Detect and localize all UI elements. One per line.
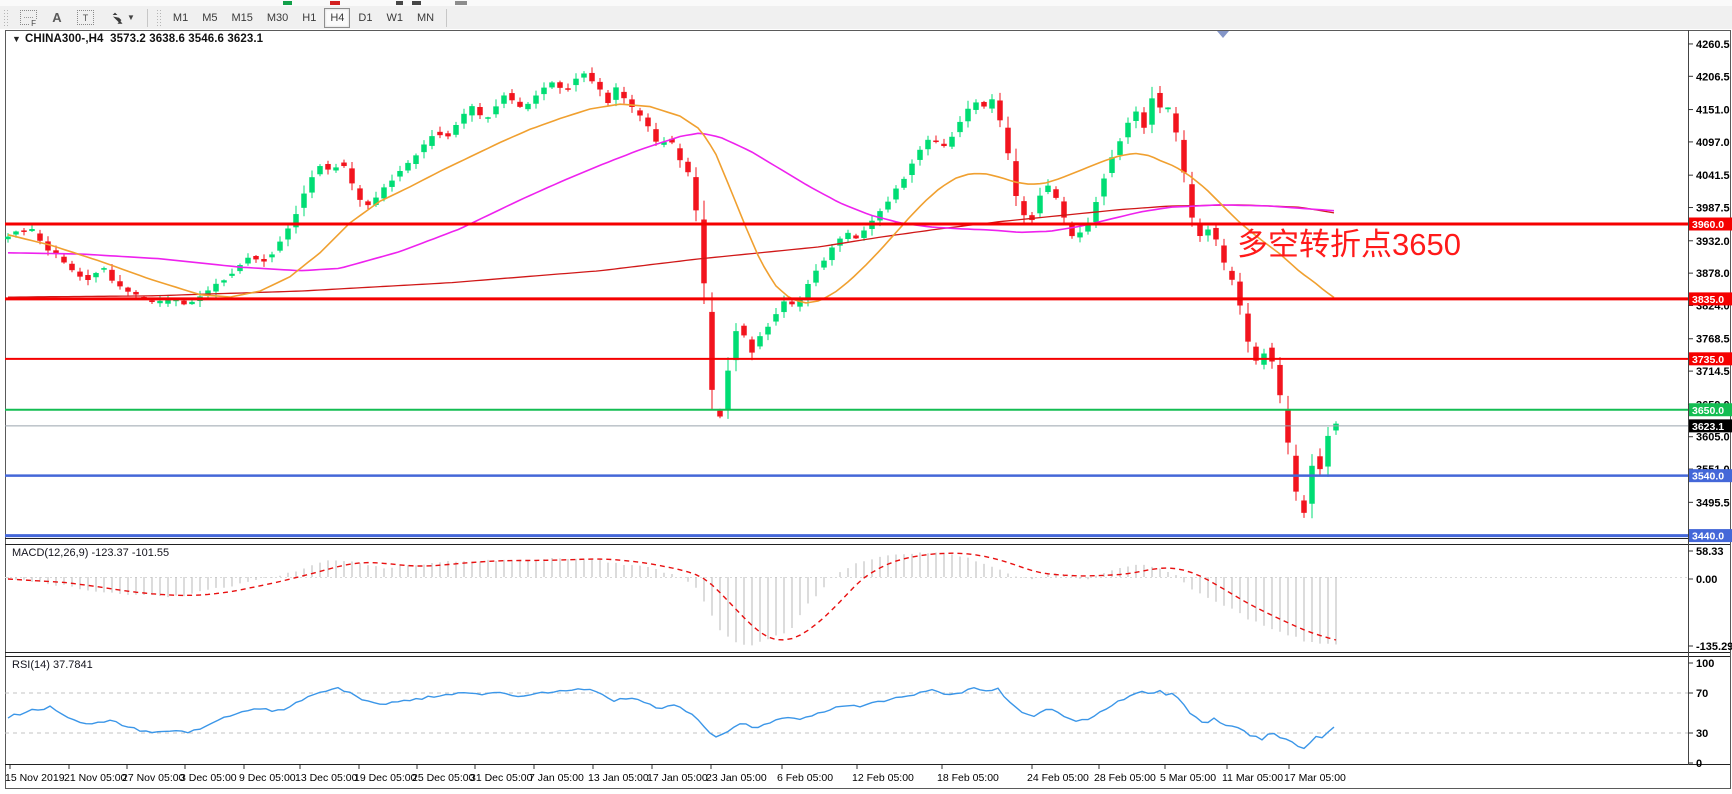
axis-tick-label: 3714.5 [1696, 366, 1730, 378]
chevron-down-icon: ▼ [127, 13, 135, 22]
axis-tick-label: 0.00 [1696, 574, 1717, 586]
toolbar-grip[interactable] [156, 9, 162, 26]
indicator-frame-icon: F [20, 10, 37, 28]
toolbar-separator [446, 8, 448, 27]
axis-tick-label: 23 Jan 05:00 [706, 772, 767, 784]
text-box-icon: T [77, 10, 94, 25]
macd-label: MACD(12,26,9) -123.37 -101.55 [12, 547, 170, 559]
text-box-button[interactable]: T [71, 8, 100, 28]
panel-separators [5, 538, 1730, 765]
timeframe-button-mn[interactable]: MN [411, 8, 440, 28]
axis-tick-label: 24 Feb 05:00 [1027, 772, 1089, 784]
timeframe-button-h4[interactable]: H4 [324, 7, 351, 28]
macd-signal-line [7, 552, 1337, 641]
axis-tick-label: 0 [1696, 758, 1702, 770]
axis-tick-label: 3835.0 [1692, 294, 1724, 306]
axis-tick-label: 5 Mar 05:00 [1160, 772, 1216, 784]
axis-tick-label: -135.29 [1696, 641, 1732, 653]
toolbar-grip[interactable] [4, 9, 9, 26]
axis-tick-label: 12 Feb 05:00 [852, 772, 914, 784]
axis-tick-label: 11 Mar 05:00 [1222, 772, 1283, 784]
ma-slow-red-line [8, 204, 1335, 298]
cropped-icon [412, 1, 421, 5]
axis-tick-label: 3495.5 [1696, 497, 1730, 509]
axis-tick-label: 27 Nov 05:00 [122, 772, 185, 784]
axis-tick-label: 13 Dec 05:00 [295, 772, 358, 784]
axis-tick-label: 3960.0 [1692, 219, 1724, 231]
axis-tick-label: 30 [1696, 728, 1708, 740]
axis-tick-label: 15 Nov 2019 [5, 772, 65, 784]
axis-tick-label: 4260.5 [1696, 39, 1730, 51]
axis-tick-label: 4151.0 [1696, 105, 1730, 117]
cropped-icon [455, 1, 467, 5]
cropped-icon [283, 1, 292, 5]
axis-tick-label: 3878.0 [1696, 268, 1730, 280]
rsi-level-lines [5, 692, 1688, 734]
axis-tick-label: 25 Dec 05:00 [412, 772, 475, 784]
timeframe-button-w1[interactable]: W1 [380, 8, 409, 28]
chart-title: ▼ CHINA300-,H4 3573.2 3638.6 3546.6 3623.… [12, 33, 263, 45]
ma-fast-orange-line [7, 103, 1335, 304]
axis-tick-label: 3735.0 [1692, 354, 1724, 366]
axis-tick-label: 21 Nov 05:00 [64, 772, 127, 784]
text-label-icon: A [52, 10, 62, 25]
axis-tick-label: 3932.0 [1696, 236, 1730, 248]
cropped-icon [330, 1, 340, 5]
ma-mid-magenta-line [7, 132, 1335, 272]
axis-tick-label: 58.33 [1696, 546, 1724, 558]
axis-tick-label: 3650.0 [1692, 405, 1724, 417]
axis-tick-label: 13 Jan 05:00 [588, 772, 649, 784]
chart-annotation-text: 多空转折点3650 [1237, 227, 1461, 262]
cropped-top-toolbar [0, 0, 1732, 6]
axis-tick-label: 3440.0 [1692, 531, 1724, 543]
axis-tick-label: 18 Feb 05:00 [937, 772, 999, 784]
axis-tick-label: 6 Feb 05:00 [777, 772, 833, 784]
symbol-period-label: CHINA300-,H4 [25, 33, 104, 45]
axis-tick-label: 4206.5 [1696, 71, 1730, 83]
axis-tick-label: 3623.1 [1692, 421, 1724, 433]
cropped-icon [396, 1, 403, 5]
timeframe-button-m15[interactable]: M15 [225, 8, 258, 28]
draw-arrows-icon [110, 12, 123, 24]
axis-tick-label: 9 Dec 05:00 [239, 772, 296, 784]
rsi-label: RSI(14) 37.7841 [12, 659, 93, 671]
axis-tick-label: 100 [1696, 658, 1714, 670]
candlestick-series [5, 67, 1339, 519]
timeframe-button-m30[interactable]: M30 [261, 8, 294, 28]
horizontal-level-lines [5, 222, 1688, 538]
axis-tick-label: 17 Jan 05:00 [647, 772, 708, 784]
axis-tick-label: 19 Dec 05:00 [354, 772, 417, 784]
axis-tick-label: 3987.5 [1696, 203, 1730, 215]
axis-tick-label: 4041.5 [1696, 170, 1730, 182]
text-label-button[interactable]: A [45, 8, 69, 28]
axis-tick-label: 17 Mar 05:00 [1284, 772, 1346, 784]
axis-tick-label: 3605.0 [1696, 432, 1730, 444]
toolbar-separator [146, 8, 148, 27]
collapse-triangle-icon[interactable]: ▼ [12, 34, 22, 44]
price-level-badges: 3960.0 3835.0 3735.0 3650.0 3623.1 3540.0 3440… [1689, 217, 1732, 543]
axis-tick-label: 31 Dec 05:00 [470, 772, 533, 784]
draw-arrows-button[interactable]: ▼ [102, 8, 141, 28]
indicator-frame-button[interactable]: F [14, 8, 43, 28]
rsi-line [7, 686, 1335, 750]
axis-tick-label: 4097.0 [1696, 137, 1730, 149]
timeframe-button-m5[interactable]: M5 [196, 8, 223, 28]
timeframe-button-h1[interactable]: H1 [296, 8, 322, 28]
axis-tick-label: 3768.5 [1696, 334, 1730, 346]
axis-tick-label: 3 Dec 05:00 [180, 772, 237, 784]
axis-tick-label: 70 [1696, 688, 1708, 700]
ohlc-values: 3573.2 3638.6 3546.6 3623.1 [110, 33, 264, 45]
axis-tick-label: 28 Feb 05:00 [1094, 772, 1156, 784]
timeframe-button-m1[interactable]: M1 [167, 8, 194, 28]
chart-shift-marker-icon[interactable] [1217, 31, 1229, 38]
timeframe-button-d1[interactable]: D1 [352, 8, 378, 28]
axis-tick-label: 7 Jan 05:00 [529, 772, 584, 784]
axis-tick-label: 3540.0 [1692, 471, 1724, 483]
